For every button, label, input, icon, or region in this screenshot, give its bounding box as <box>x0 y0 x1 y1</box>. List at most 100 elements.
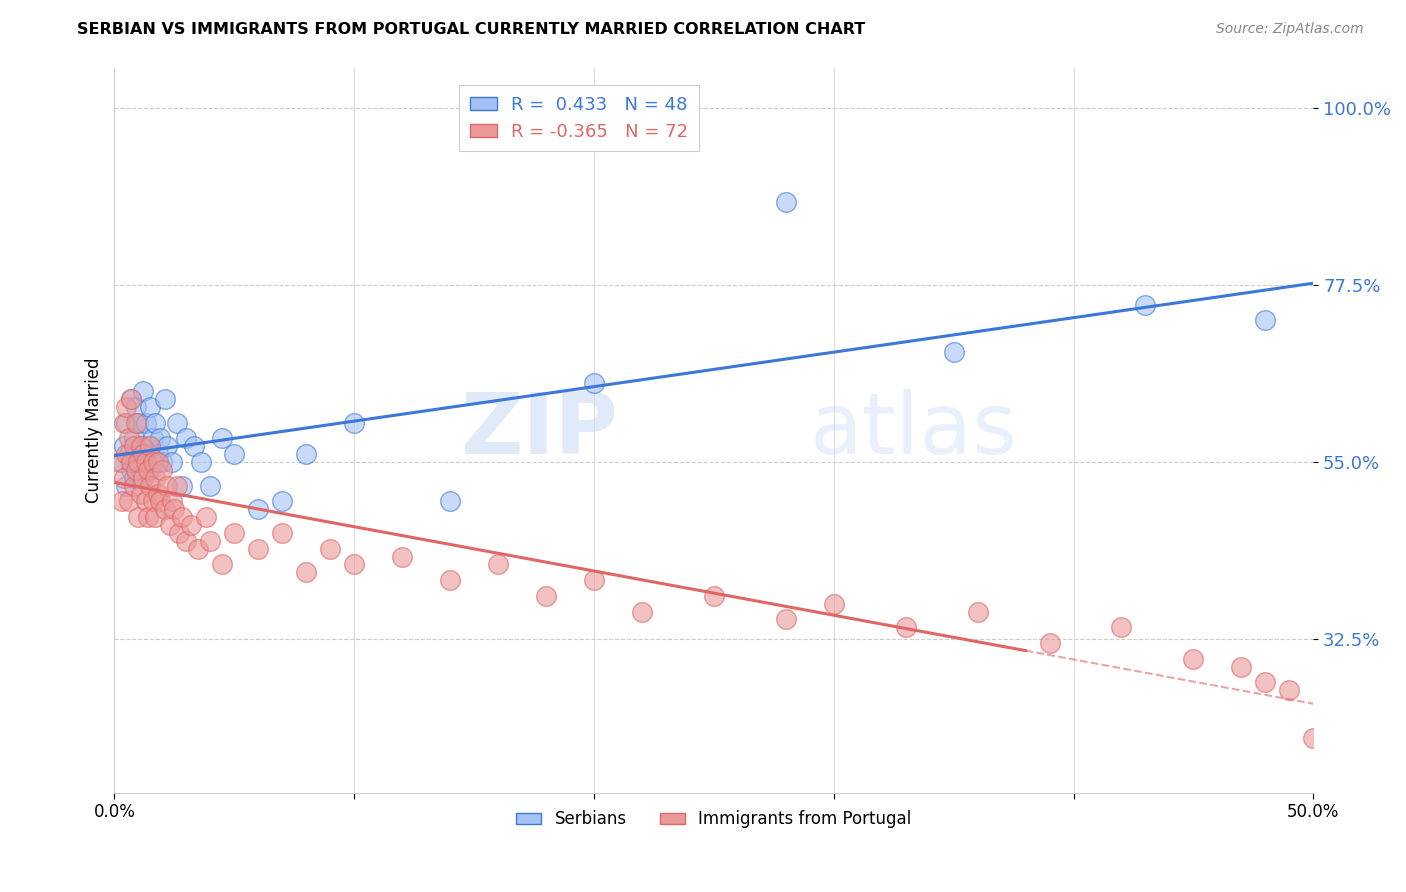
Point <box>942 344 965 359</box>
Point <box>108 455 131 469</box>
Point <box>120 463 142 477</box>
Point <box>1111 620 1133 634</box>
Point <box>127 510 149 524</box>
Point <box>187 541 209 556</box>
Point <box>160 455 183 469</box>
Point <box>127 455 149 469</box>
Point <box>1254 675 1277 690</box>
Point <box>120 455 142 469</box>
Point <box>166 416 188 430</box>
Point <box>153 502 176 516</box>
Point <box>1135 298 1157 312</box>
Point <box>631 605 654 619</box>
Point <box>150 463 173 477</box>
Point <box>183 439 205 453</box>
Point <box>135 455 157 469</box>
Point <box>122 471 145 485</box>
Point <box>112 439 135 453</box>
Text: Source: ZipAtlas.com: Source: ZipAtlas.com <box>1216 22 1364 37</box>
Point <box>135 494 157 508</box>
Point <box>170 478 193 492</box>
Point <box>143 510 166 524</box>
Point <box>132 384 155 399</box>
Point <box>1254 313 1277 327</box>
Text: ZIP: ZIP <box>460 389 617 472</box>
Point <box>180 518 202 533</box>
Point <box>146 455 169 469</box>
Legend: Serbians, Immigrants from Portugal: Serbians, Immigrants from Portugal <box>509 804 918 835</box>
Point <box>115 400 138 414</box>
Point <box>159 518 181 533</box>
Point <box>194 510 217 524</box>
Point <box>142 494 165 508</box>
Point <box>125 463 148 477</box>
Point <box>271 494 294 508</box>
Point <box>271 525 294 540</box>
Point <box>122 432 145 446</box>
Point <box>149 494 172 508</box>
Point <box>176 432 198 446</box>
Point <box>167 525 190 540</box>
Point <box>1182 652 1205 666</box>
Point <box>343 558 366 572</box>
Point <box>129 471 152 485</box>
Point <box>110 494 132 508</box>
Point <box>319 541 342 556</box>
Text: atlas: atlas <box>810 389 1018 472</box>
Point <box>125 416 148 430</box>
Point <box>966 605 988 619</box>
Point <box>703 589 725 603</box>
Point <box>439 494 461 508</box>
Point <box>200 533 222 548</box>
Point <box>136 463 159 477</box>
Point <box>115 478 138 492</box>
Point <box>295 566 318 580</box>
Point <box>110 455 132 469</box>
Point <box>582 376 605 391</box>
Point <box>120 392 142 406</box>
Point <box>200 478 222 492</box>
Point <box>127 416 149 430</box>
Point <box>132 447 155 461</box>
Point <box>190 455 212 469</box>
Point <box>149 432 172 446</box>
Point <box>112 471 135 485</box>
Point <box>115 416 138 430</box>
Point <box>139 478 162 492</box>
Point <box>1230 659 1253 673</box>
Point <box>582 573 605 587</box>
Point <box>176 533 198 548</box>
Point <box>1278 683 1301 698</box>
Y-axis label: Currently Married: Currently Married <box>86 358 103 503</box>
Point <box>170 510 193 524</box>
Point <box>143 471 166 485</box>
Point <box>211 558 233 572</box>
Point <box>118 494 141 508</box>
Point <box>247 502 270 516</box>
Point <box>439 573 461 587</box>
Point <box>163 502 186 516</box>
Point <box>135 416 157 430</box>
Point <box>224 525 246 540</box>
Point <box>139 400 162 414</box>
Point <box>122 439 145 453</box>
Point <box>125 400 148 414</box>
Text: SERBIAN VS IMMIGRANTS FROM PORTUGAL CURRENTLY MARRIED CORRELATION CHART: SERBIAN VS IMMIGRANTS FROM PORTUGAL CURR… <box>77 22 866 37</box>
Point <box>247 541 270 556</box>
Point <box>166 478 188 492</box>
Point <box>150 455 173 469</box>
Point <box>132 447 155 461</box>
Point <box>1302 731 1324 745</box>
Point <box>160 494 183 508</box>
Point <box>343 416 366 430</box>
Point <box>115 447 138 461</box>
Point <box>129 486 152 500</box>
Point <box>120 392 142 406</box>
Point <box>118 447 141 461</box>
Point <box>823 597 845 611</box>
Point <box>153 392 176 406</box>
Point <box>129 439 152 453</box>
Point <box>135 455 157 469</box>
Point <box>1038 636 1060 650</box>
Point <box>143 416 166 430</box>
